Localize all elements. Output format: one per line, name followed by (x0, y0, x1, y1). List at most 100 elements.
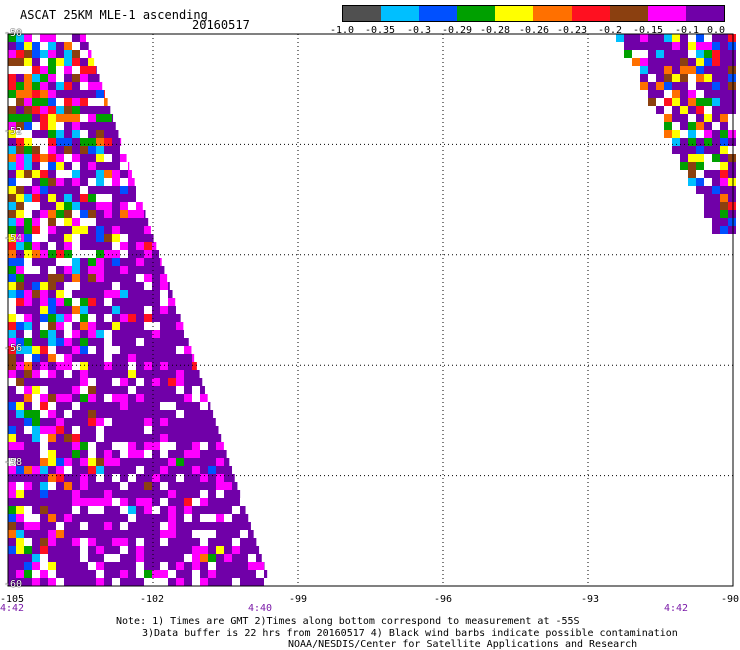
swath-cell (632, 34, 640, 42)
swath-cell (120, 466, 128, 474)
swath-cell (688, 90, 696, 98)
swath-cell (712, 98, 720, 106)
swath-cell (72, 74, 80, 82)
swath-cell (24, 210, 32, 218)
swath-cell (200, 554, 208, 562)
swath-cell (64, 386, 72, 394)
swath-cell (24, 258, 32, 266)
swath-cell (144, 338, 152, 346)
swath-cell (32, 226, 40, 234)
swath-cell (136, 362, 144, 370)
swath-cell (32, 122, 40, 130)
swath-cell (104, 578, 112, 586)
swath-cell (88, 578, 96, 586)
swath-cell (728, 58, 736, 66)
swath-cell (680, 106, 688, 114)
swath-cell (208, 578, 216, 586)
swath-cell (40, 122, 48, 130)
swath-cell (680, 58, 688, 66)
swath-cell (80, 482, 88, 490)
swath-cell (160, 306, 168, 314)
swath-cell (120, 362, 128, 370)
swath-cell (56, 402, 64, 410)
swath-cell (16, 314, 24, 322)
swath-cell (712, 154, 720, 162)
swath-cell (56, 58, 64, 66)
swath-cell (688, 122, 696, 130)
swath-cell (80, 450, 88, 458)
swath-cell (696, 146, 704, 154)
swath-cell (64, 90, 72, 98)
swath-cell (712, 114, 720, 122)
swath-cell (40, 274, 48, 282)
swath-cell (728, 170, 736, 178)
swath-cell (8, 570, 16, 578)
swath-cell (144, 298, 152, 306)
swath-cell (32, 66, 40, 74)
swath-cell (56, 562, 64, 570)
swath-cell (56, 426, 64, 434)
swath-cell (232, 522, 240, 530)
swath-cell (728, 106, 736, 114)
swath-cell (144, 466, 152, 474)
swath-cell (112, 202, 120, 210)
swath-cell (696, 66, 704, 74)
swath-cell (232, 562, 240, 570)
swath-cell (128, 354, 136, 362)
swath-cell (672, 82, 680, 90)
wind-map (7, 33, 736, 587)
swath-cell (104, 298, 112, 306)
swath-cell (88, 514, 96, 522)
swath-cell (96, 170, 104, 178)
swath-cell (176, 570, 184, 578)
swath-cell (88, 338, 96, 346)
swath-cell (48, 274, 56, 282)
swath-cell (96, 370, 104, 378)
swath-cell (160, 386, 168, 394)
swath-data (8, 34, 736, 586)
swath-cell (128, 282, 136, 290)
swath-cell (704, 66, 712, 74)
swath-cell (16, 386, 24, 394)
swath-cell (80, 434, 88, 442)
swath-cell (96, 130, 104, 138)
swath-cell (72, 234, 80, 242)
swath-cell (16, 130, 24, 138)
swath-cell (104, 442, 112, 450)
swath-cell (176, 394, 184, 402)
swath-cell (144, 210, 146, 218)
swath-cell (48, 114, 56, 122)
swath-cell (712, 122, 720, 130)
swath-cell (184, 546, 192, 554)
swath-cell (72, 42, 80, 50)
swath-cell (8, 298, 16, 306)
swath-cell (88, 402, 96, 410)
swath-cell (240, 522, 248, 530)
swath-cell (128, 450, 136, 458)
swath-cell (64, 418, 72, 426)
swath-cell (32, 90, 40, 98)
swath-cell (16, 50, 24, 58)
swath-cell (712, 34, 720, 42)
swath-cell (56, 42, 64, 50)
swath-cell (224, 570, 232, 578)
swath-cell (40, 258, 48, 266)
swath-cell (240, 514, 248, 522)
swath-cell (24, 122, 32, 130)
swath-cell (192, 530, 200, 538)
swath-cell (16, 114, 24, 122)
swath-cell (88, 522, 96, 530)
swath-cell (704, 170, 712, 178)
swath-cell (720, 226, 728, 234)
swath-cell (8, 130, 16, 138)
swath-cell (176, 482, 184, 490)
swath-cell (144, 418, 152, 426)
swath-cell (72, 66, 80, 74)
swath-cell (72, 202, 80, 210)
swath-cell (104, 330, 112, 338)
swath-cell (168, 458, 176, 466)
swath-cell (200, 410, 208, 418)
swath-cell (176, 354, 184, 362)
swath-cell (56, 482, 64, 490)
swath-cell (72, 194, 80, 202)
